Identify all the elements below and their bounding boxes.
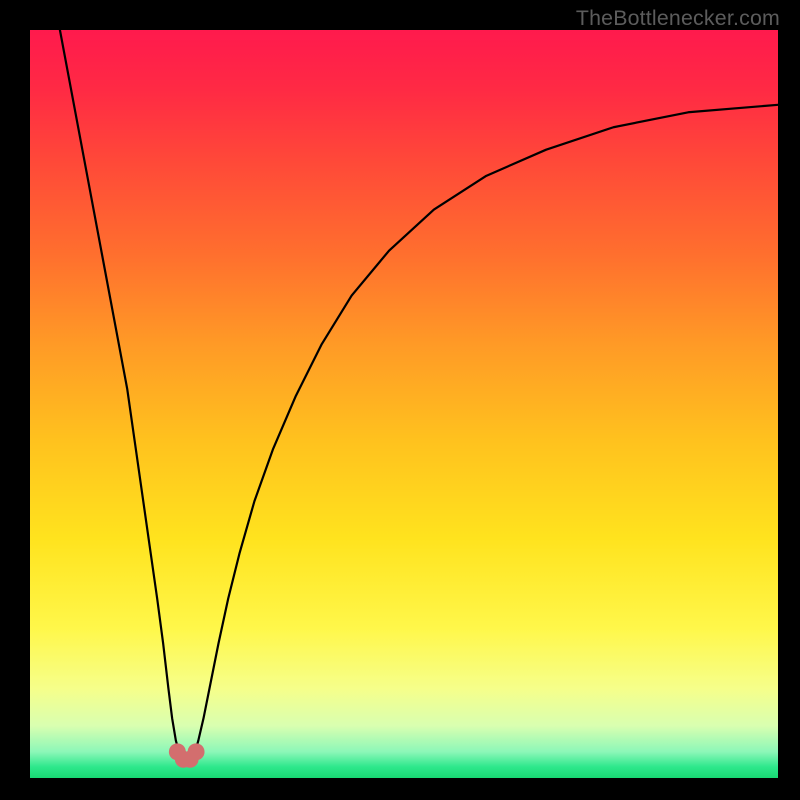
trough-marker (188, 743, 205, 760)
watermark-text: TheBottlenecker.com (576, 6, 780, 31)
plot-svg (30, 30, 778, 778)
plot-area (30, 30, 778, 778)
chart-container: TheBottlenecker.com (0, 0, 800, 800)
gradient-background (30, 30, 778, 778)
